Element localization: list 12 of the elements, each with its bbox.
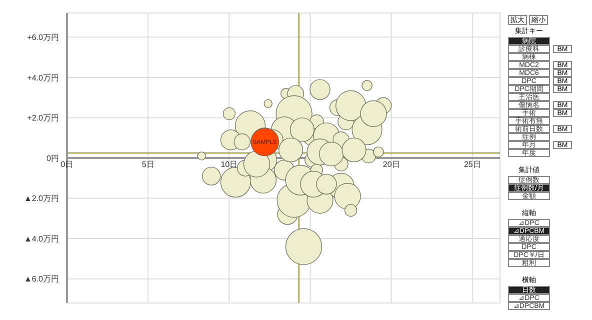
y-tick-label: ▲6.0万円 (24, 274, 59, 284)
y-tick-label: +2.0万円 (27, 114, 59, 123)
y-tick-label: +6.0万円 (27, 33, 59, 42)
y-tick-label: ▲4.0万円 (24, 234, 59, 244)
x-tick-label: 10日 (220, 160, 238, 169)
y-tick-label: 0円 (46, 154, 59, 163)
y-tick-label: ▲2.0万円 (24, 194, 59, 204)
x-tick-label: 5日 (142, 160, 154, 169)
x-tick-label: 20日 (382, 160, 400, 169)
y-tick-label: +4.0万円 (27, 73, 59, 82)
x-tick-label: 25日 (464, 160, 481, 169)
x-tick-label: 0日 (60, 160, 74, 169)
